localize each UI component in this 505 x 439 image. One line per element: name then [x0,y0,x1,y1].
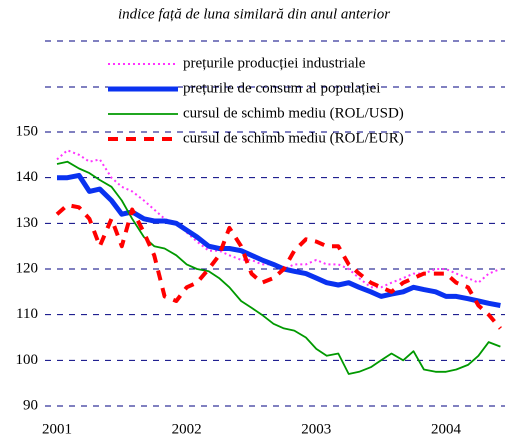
y-tick-label: 110 [16,306,38,322]
y-tick-label: 130 [16,215,39,231]
y-tick-label: 150 [16,123,39,139]
x-tick-label: 2001 [42,421,72,437]
x-tick-label: 2002 [172,421,202,437]
y-tick-label: 120 [16,260,39,276]
series-line [56,160,501,375]
y-tick-label: 140 [16,169,39,185]
legend-label: cursul de schimb mediu (ROL/USD) [183,105,404,121]
y-tick-label: 100 [16,352,39,368]
chart-subtitle: indice față de luna similară din anul an… [118,6,390,22]
y-tick-label: 90 [23,397,38,413]
legend-label: prețurile producției industriale [183,55,366,71]
legend-label: prețurile de consum al populației [183,80,380,96]
legend-label: cursul de schimb mediu (ROL/EUR) [183,130,404,146]
series-line [55,203,502,330]
x-tick-label: 2003 [301,421,331,437]
x-tick-label: 2004 [431,421,462,437]
